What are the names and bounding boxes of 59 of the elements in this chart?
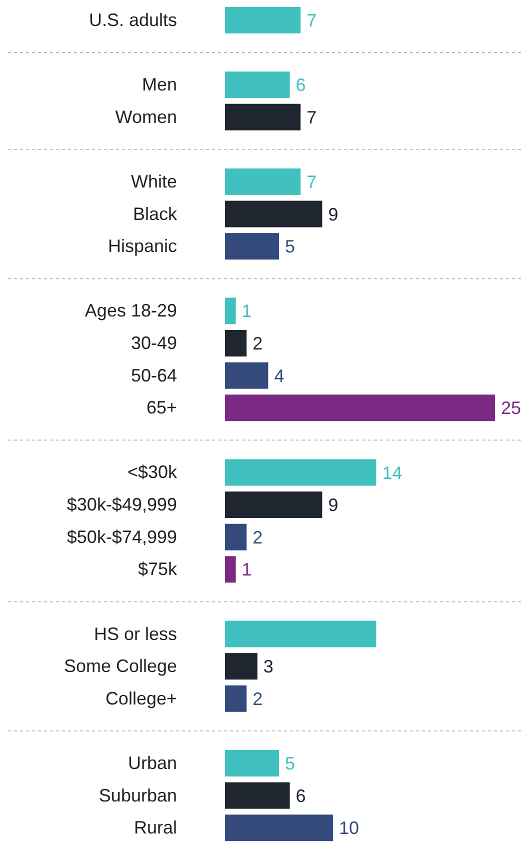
y-tick-label: U.S. adults (88, 10, 177, 30)
data-label: 4 (274, 366, 284, 386)
y-tick-label: Some College (64, 656, 177, 676)
y-tick-label: 30-49 (130, 332, 177, 353)
y-tick-label: 50-64 (130, 365, 177, 386)
bar (225, 168, 301, 195)
y-tick-label: Women (115, 106, 177, 127)
bar (225, 298, 236, 324)
y-tick-label: Suburban (98, 785, 177, 806)
bar (225, 394, 495, 422)
data-label: 14 (382, 462, 402, 483)
y-tick-label: Hispanic (108, 236, 177, 256)
bar (225, 104, 301, 130)
data-label: 10 (339, 818, 360, 838)
bar (225, 362, 268, 389)
y-tick-label: $30k-$49,999 (66, 494, 177, 515)
y-tick-label: Men (142, 74, 177, 95)
bar (225, 492, 322, 518)
bar (225, 330, 247, 356)
bar (225, 6, 301, 34)
data-label: 1 (242, 301, 252, 322)
data-label: 1 (242, 560, 252, 580)
data-label: 2 (252, 688, 263, 709)
y-tick-label: Rural (134, 818, 177, 838)
data-label: 2 (252, 527, 263, 548)
data-label: 6 (296, 786, 306, 806)
data-label: 6 (296, 75, 306, 96)
bar (225, 750, 279, 776)
y-tick-label: Black (132, 204, 178, 224)
data-label: 3 (263, 656, 274, 677)
bar (225, 556, 236, 583)
y-tick-label: White (130, 171, 177, 192)
data-label: 2 (252, 334, 263, 354)
y-tick-label: College+ (105, 688, 177, 708)
bar (225, 72, 290, 98)
y-tick-label: 65+ (146, 398, 177, 418)
y-tick-label: $75k (138, 559, 178, 580)
bar (225, 685, 247, 712)
data-label: 9 (328, 495, 338, 516)
data-label: 9 (328, 204, 338, 224)
bar (225, 233, 279, 260)
y-tick-label: $50k-$74,999 (66, 526, 177, 547)
bar (225, 782, 290, 809)
y-tick-label: HS or less (94, 624, 177, 644)
data-label: 7 (306, 107, 317, 128)
data-label: 25 (501, 398, 522, 418)
bar (225, 620, 376, 648)
y-tick-label: Ages 18-29 (84, 300, 177, 321)
data-label: 5 (285, 236, 296, 257)
data-label: 5 (285, 754, 296, 774)
data-label: 7 (306, 172, 317, 192)
bar (225, 814, 333, 842)
bar (225, 459, 376, 486)
y-tick-label: Urban (128, 752, 177, 773)
bar (225, 200, 322, 228)
y-tick-label: <$30k (127, 462, 178, 482)
bar (225, 524, 247, 550)
bar (225, 653, 258, 680)
data-label: 7 (306, 10, 317, 30)
